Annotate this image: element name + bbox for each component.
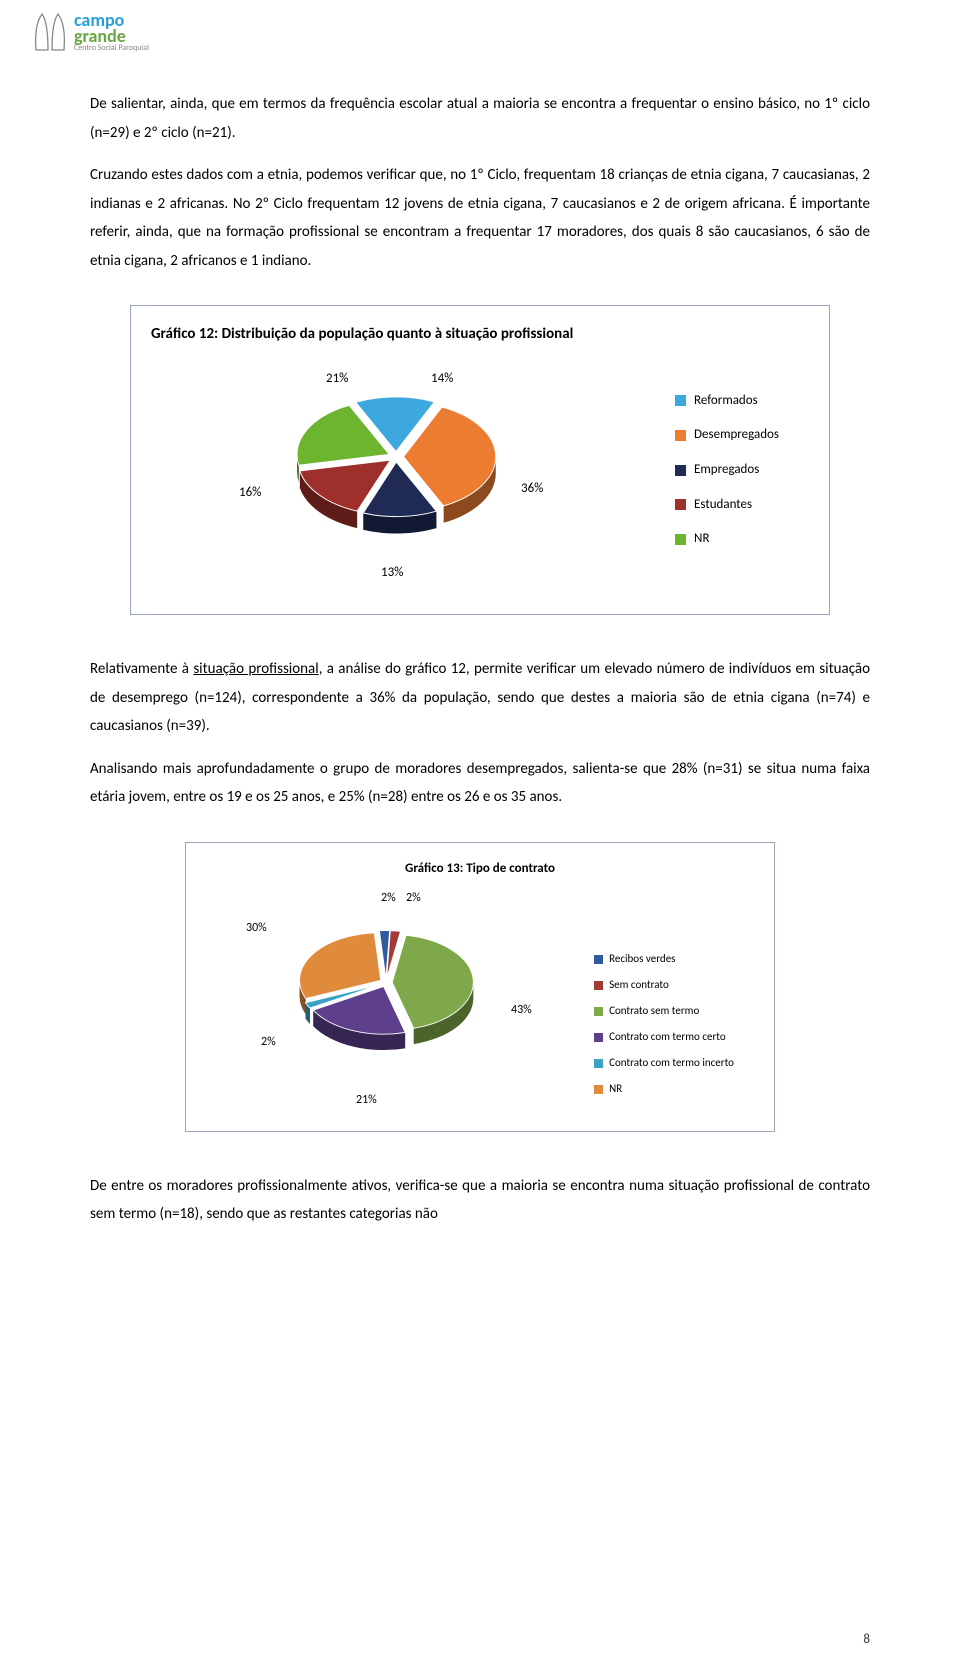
legend-label: Contrato sem termo <box>609 1001 699 1022</box>
chart-13-pct-label: 30% <box>246 917 267 940</box>
chart-13-legend-item: Contrato com termo incerto <box>594 1053 734 1074</box>
chart-13-pie <box>286 919 486 1069</box>
chart-12-pct-label: 36% <box>521 477 543 502</box>
para3-prefix: Relativamente à <box>90 660 193 678</box>
legend-label: Sem contrato <box>609 975 669 996</box>
chart-12-pct-label: 13% <box>381 561 403 586</box>
chart-12-legend-item: Desempregados <box>675 423 779 448</box>
chart-13-legend: Recibos verdes Sem contrato Contrato sem t… <box>594 949 734 1104</box>
legend-swatch-icon <box>594 955 603 964</box>
legend-swatch-icon <box>594 981 603 990</box>
legend-swatch-icon <box>675 465 686 476</box>
chart-12-legend-item: NR <box>675 527 779 552</box>
legend-label: Reformados <box>694 389 758 414</box>
paragraph-4: Analisando mais aprofundadamente o grupo… <box>90 755 870 812</box>
chart-12-container: Gráfico 12: Distribuição da população qu… <box>130 305 830 615</box>
chart-13-legend-item: Sem contrato <box>594 975 734 996</box>
paragraph-5: De entre os moradores profissionalmente … <box>90 1172 870 1229</box>
chart-13-pct-label: 21% <box>356 1089 377 1112</box>
legend-label: Desempregados <box>694 423 779 448</box>
chart-13-pct-label: 2% <box>381 887 396 910</box>
legend-swatch-icon <box>675 499 686 510</box>
paragraph-3: Relativamente à situação profissional, a… <box>90 655 870 741</box>
paragraph-1: De salientar, ainda, que em termos da fr… <box>90 90 870 147</box>
legend-swatch-icon <box>594 1059 603 1068</box>
chart-12-legend-item: Estudantes <box>675 493 779 518</box>
chart-13-pct-label: 43% <box>511 999 532 1022</box>
chart-13-container: Gráfico 13: Tipo de contrato Recibos ver… <box>185 842 775 1132</box>
logo-mark-icon <box>30 10 70 55</box>
legend-label: NR <box>694 527 709 552</box>
para3-underlined: situação profissional <box>193 660 318 678</box>
legend-label: Contrato com termo incerto <box>609 1053 734 1074</box>
page-number: 8 <box>863 1628 870 1653</box>
chart-13-pct-label: 2% <box>261 1031 276 1054</box>
legend-swatch-icon <box>675 534 686 545</box>
chart-13-title: Gráfico 13: Tipo de contrato <box>206 857 754 882</box>
chart-12-pct-label: 21% <box>326 367 348 392</box>
chart-12-pie <box>291 389 501 549</box>
chart-13-legend-item: Contrato com termo certo <box>594 1027 734 1048</box>
legend-swatch-icon <box>594 1007 603 1016</box>
chart-13-legend-item: Recibos verdes <box>594 949 734 970</box>
chart-13-legend-item: NR <box>594 1079 734 1100</box>
legend-label: Estudantes <box>694 493 752 518</box>
paragraph-2: Cruzando estes dados com a etnia, podemo… <box>90 161 870 275</box>
chart-13-legend-item: Contrato sem termo <box>594 1001 734 1022</box>
chart-12-title: Gráfico 12: Distribuição da população qu… <box>151 320 809 349</box>
legend-label: Recibos verdes <box>609 949 675 970</box>
legend-label: Empregados <box>694 458 759 483</box>
chart-13-pct-label: 2% <box>406 887 421 910</box>
legend-label: NR <box>609 1079 622 1100</box>
legend-swatch-icon <box>675 430 686 441</box>
brand-logo: campo grande Centro Social Paroquial <box>30 10 149 55</box>
legend-swatch-icon <box>594 1033 603 1042</box>
legend-swatch-icon <box>675 395 686 406</box>
chart-12-legend-item: Empregados <box>675 458 779 483</box>
logo-subtitle: Centro Social Paroquial <box>74 44 149 54</box>
legend-label: Contrato com termo certo <box>609 1027 726 1048</box>
logo-word-2: grande <box>74 28 149 44</box>
chart-12-pct-label: 14% <box>431 367 453 392</box>
chart-12-legend-item: Reformados <box>675 389 779 414</box>
chart-12-legend: Reformados Desempregados Empregados Estudan… <box>675 389 779 562</box>
legend-swatch-icon <box>594 1085 603 1094</box>
chart-12-pct-label: 16% <box>239 481 261 506</box>
